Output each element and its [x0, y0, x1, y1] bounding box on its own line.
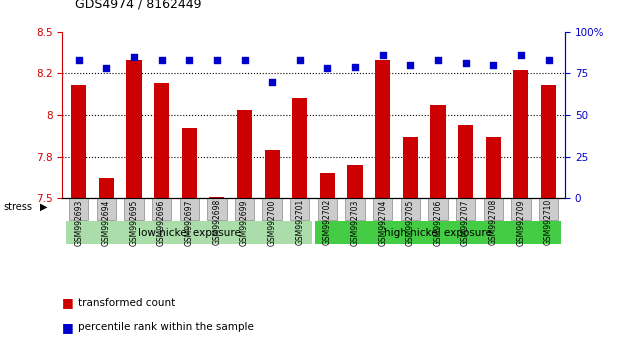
- Text: GSM992699: GSM992699: [240, 199, 249, 246]
- Text: GSM992706: GSM992706: [433, 199, 443, 246]
- Text: ■: ■: [62, 296, 74, 309]
- Bar: [375, 60, 391, 198]
- Bar: [181, 129, 197, 198]
- Bar: [237, 110, 252, 198]
- FancyBboxPatch shape: [511, 198, 530, 220]
- Point: [350, 64, 360, 70]
- Point: [461, 61, 471, 66]
- Text: GSM992695: GSM992695: [129, 199, 138, 246]
- Text: GSM992696: GSM992696: [157, 199, 166, 246]
- Text: high nickel exposure: high nickel exposure: [384, 228, 492, 238]
- Text: GSM992701: GSM992701: [296, 199, 304, 245]
- FancyBboxPatch shape: [456, 198, 475, 220]
- Point: [240, 57, 250, 63]
- FancyBboxPatch shape: [373, 198, 392, 220]
- Text: stress: stress: [3, 202, 32, 212]
- FancyBboxPatch shape: [207, 198, 227, 220]
- Point: [212, 57, 222, 63]
- FancyBboxPatch shape: [318, 198, 337, 220]
- Text: low nickel exposure: low nickel exposure: [138, 228, 241, 238]
- Bar: [430, 105, 446, 198]
- Bar: [486, 137, 501, 198]
- Point: [378, 52, 388, 58]
- Point: [267, 79, 277, 85]
- Point: [488, 62, 498, 68]
- Bar: [99, 178, 114, 198]
- Bar: [541, 85, 556, 198]
- Bar: [265, 150, 279, 198]
- Text: GSM992709: GSM992709: [517, 199, 525, 246]
- Point: [156, 57, 166, 63]
- Point: [516, 52, 526, 58]
- Point: [184, 57, 194, 63]
- Point: [101, 65, 111, 71]
- FancyBboxPatch shape: [263, 198, 282, 220]
- Text: GSM992704: GSM992704: [378, 199, 388, 246]
- Bar: [154, 84, 169, 198]
- Text: GSM992702: GSM992702: [323, 199, 332, 245]
- Text: transformed count: transformed count: [78, 298, 175, 308]
- FancyBboxPatch shape: [152, 198, 171, 220]
- FancyBboxPatch shape: [401, 198, 420, 220]
- Bar: [403, 137, 418, 198]
- Point: [406, 62, 415, 68]
- FancyBboxPatch shape: [69, 198, 88, 220]
- Text: GSM992700: GSM992700: [268, 199, 276, 246]
- Bar: [458, 125, 473, 198]
- Text: GSM992694: GSM992694: [102, 199, 111, 246]
- Text: ▶: ▶: [40, 202, 48, 212]
- FancyBboxPatch shape: [345, 198, 365, 220]
- Text: GSM992703: GSM992703: [351, 199, 360, 246]
- Point: [433, 57, 443, 63]
- Text: GSM992698: GSM992698: [212, 199, 221, 245]
- FancyBboxPatch shape: [179, 198, 199, 220]
- Text: GSM992693: GSM992693: [74, 199, 83, 246]
- Bar: [209, 196, 224, 198]
- Bar: [320, 173, 335, 198]
- Bar: [348, 165, 363, 198]
- FancyBboxPatch shape: [484, 198, 503, 220]
- FancyBboxPatch shape: [97, 198, 116, 220]
- Text: GSM992710: GSM992710: [544, 199, 553, 245]
- FancyBboxPatch shape: [539, 198, 558, 220]
- Point: [295, 57, 305, 63]
- Point: [74, 57, 84, 63]
- FancyBboxPatch shape: [290, 198, 309, 220]
- Point: [543, 57, 553, 63]
- Bar: [292, 98, 307, 198]
- FancyBboxPatch shape: [315, 221, 561, 244]
- FancyBboxPatch shape: [66, 221, 312, 244]
- Text: percentile rank within the sample: percentile rank within the sample: [78, 322, 253, 332]
- FancyBboxPatch shape: [428, 198, 448, 220]
- Text: GSM992697: GSM992697: [184, 199, 194, 246]
- Text: ■: ■: [62, 321, 74, 334]
- Text: GDS4974 / 8162449: GDS4974 / 8162449: [75, 0, 201, 11]
- Bar: [126, 60, 142, 198]
- Text: GSM992708: GSM992708: [489, 199, 498, 245]
- Point: [322, 65, 332, 71]
- Point: [129, 54, 139, 59]
- Bar: [514, 70, 528, 198]
- Text: GSM992705: GSM992705: [406, 199, 415, 246]
- Text: GSM992707: GSM992707: [461, 199, 470, 246]
- FancyBboxPatch shape: [235, 198, 254, 220]
- Bar: [71, 85, 86, 198]
- FancyBboxPatch shape: [124, 198, 143, 220]
